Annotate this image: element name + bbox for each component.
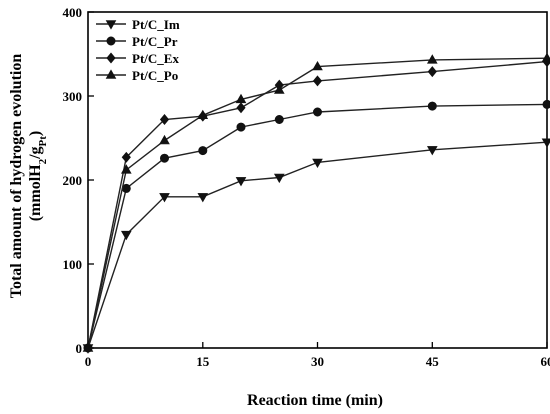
data-point	[235, 177, 247, 187]
data-point	[274, 115, 284, 125]
y-tick-label: 400	[63, 5, 83, 20]
y-axis-title: Total amount of hydrogen evolution	[8, 54, 25, 299]
data-point	[159, 134, 170, 145]
y-tick-label: 200	[63, 173, 83, 188]
legend-label: Pt/C_Po	[132, 68, 178, 83]
data-point	[541, 138, 550, 148]
y-tick-label: 300	[63, 89, 83, 104]
y-unit-sub2: Pt	[37, 136, 49, 147]
series-line	[87, 141, 548, 349]
legend-item: Pt/C_Po	[96, 68, 178, 83]
data-point	[236, 102, 246, 114]
legend-label: Pt/C_Ex	[132, 51, 179, 66]
x-tick-label: 0	[85, 354, 92, 369]
legend-item: Pt/C_Ex	[96, 51, 179, 66]
data-point	[427, 101, 437, 111]
series-line	[87, 57, 548, 349]
x-tick-label: 60	[541, 354, 550, 369]
y-axis-unit: (mmolH2/gPt)	[27, 131, 49, 222]
x-tick-label: 45	[426, 354, 440, 369]
x-tick-label: 15	[196, 354, 210, 369]
data-point	[197, 109, 209, 119]
data-point	[542, 99, 550, 109]
series-Pt/C_Im	[82, 138, 550, 354]
legend-marker	[105, 20, 117, 30]
data-point	[426, 146, 438, 156]
series-line	[87, 103, 548, 349]
y-unit-mid: /g	[27, 146, 44, 159]
legend-marker	[106, 36, 116, 46]
data-point	[160, 153, 170, 163]
data-point	[541, 52, 550, 62]
legend-label: Pt/C_Im	[132, 17, 180, 32]
data-point	[121, 151, 131, 163]
data-point	[426, 54, 438, 64]
data-point	[235, 93, 247, 104]
data-point	[198, 146, 208, 156]
data-point	[312, 75, 323, 87]
y-tick-label: 0	[76, 341, 83, 356]
data-point	[312, 158, 323, 169]
series-group	[82, 52, 550, 354]
legend-marker	[105, 69, 117, 79]
legend-marker	[106, 52, 116, 64]
data-point	[312, 60, 323, 71]
data-point	[236, 122, 246, 132]
x-axis-title: Reaction time (min)	[247, 392, 383, 409]
series-Pt/C_Pr	[83, 99, 550, 353]
data-point	[159, 193, 170, 203]
x-tick-label: 30	[311, 354, 324, 369]
data-point	[120, 230, 132, 241]
data-point	[159, 114, 170, 125]
data-point	[82, 342, 94, 352]
data-point	[427, 66, 437, 78]
data-point	[312, 107, 322, 117]
y-unit-close: )	[27, 131, 44, 136]
series-Pt/C_Po	[82, 52, 550, 352]
data-point	[120, 164, 132, 174]
data-point	[197, 193, 209, 203]
y-unit-sub1: 2	[37, 158, 49, 164]
data-point	[273, 173, 285, 184]
legend-item: Pt/C_Pr	[96, 34, 178, 49]
y-unit-open: (mmolH	[27, 164, 44, 221]
y-tick-label: 100	[63, 257, 83, 272]
legend: Pt/C_Im Pt/C_Pr Pt/C_Ex Pt/C_Po	[96, 17, 180, 83]
series-Pt/C_Ex	[83, 56, 550, 354]
legend-item: Pt/C_Im	[96, 17, 180, 32]
legend-label: Pt/C_Pr	[132, 34, 178, 49]
data-point	[273, 84, 285, 94]
